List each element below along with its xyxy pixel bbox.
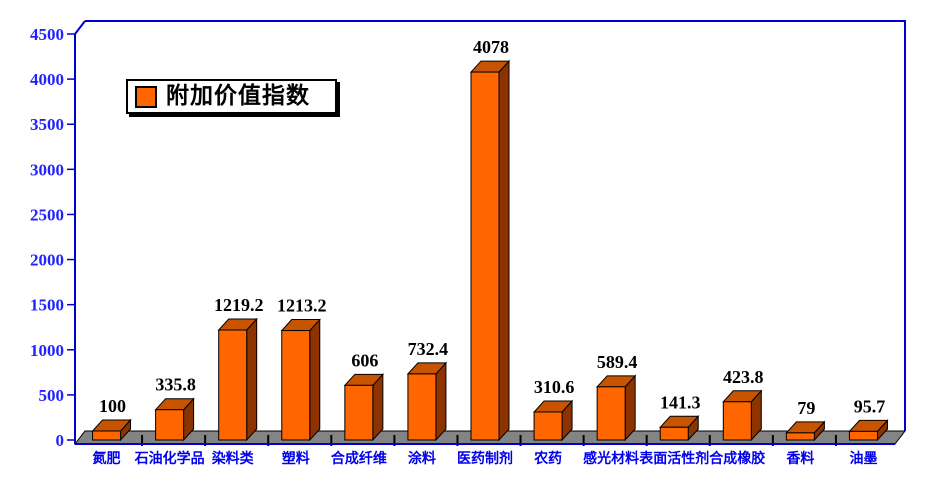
- bar-front: [218, 329, 248, 441]
- category-label: 表面活性剂: [638, 450, 709, 467]
- bar-front: [533, 411, 563, 441]
- value-label: 1213.2: [277, 296, 327, 316]
- value-label: 1219.2: [214, 295, 264, 315]
- value-label: 589.4: [597, 352, 638, 372]
- bar-side: [435, 361, 447, 442]
- category-label: 合成纤维: [331, 450, 387, 467]
- bar-front: [785, 432, 815, 441]
- bar-front: [281, 330, 311, 441]
- value-label: 4078: [473, 37, 509, 57]
- y-tick-label: 4500: [30, 25, 64, 44]
- y-tick-label: 1500: [30, 296, 64, 315]
- bar-front: [407, 373, 437, 441]
- y-tick-label: 2500: [30, 205, 64, 224]
- category-label: 氮肥: [92, 450, 121, 467]
- category-label: 感光材料: [583, 450, 639, 467]
- bar-side: [498, 59, 510, 442]
- category-label: 涂料: [408, 450, 436, 467]
- bar-front: [596, 386, 626, 441]
- y-tick-label: 4000: [30, 70, 64, 89]
- bar-front: [344, 384, 374, 441]
- legend-label: 附加价值指数: [166, 83, 310, 109]
- category-label: 油墨: [849, 450, 877, 467]
- category-label: 香料: [785, 450, 814, 467]
- y-tick-label: 500: [39, 386, 65, 405]
- bar-side: [246, 317, 258, 442]
- legend-swatch: [135, 85, 157, 108]
- value-label: 95.7: [854, 396, 886, 416]
- category-label: 石油化学品: [134, 450, 205, 467]
- y-tick-label: 1000: [30, 341, 64, 360]
- value-label: 310.6: [534, 377, 575, 397]
- value-label: 606: [351, 350, 378, 370]
- legend: 附加价值指数: [126, 79, 337, 114]
- value-label: 335.8: [155, 375, 196, 395]
- y-tick-label: 3000: [30, 160, 64, 179]
- category-label: 塑料: [282, 450, 310, 467]
- bar-front: [92, 430, 122, 441]
- value-label: 79: [797, 398, 815, 418]
- bar-side: [309, 318, 321, 442]
- bar-front: [659, 426, 689, 441]
- wall-diagonal: [74, 20, 86, 35]
- bar-front: [848, 430, 878, 441]
- bar-front: [470, 71, 500, 441]
- y-tick-label: 3500: [30, 115, 64, 134]
- bar-front: [722, 401, 752, 441]
- bar-front: [155, 409, 185, 441]
- category-label: 染料类: [212, 450, 255, 467]
- value-label: 100: [99, 396, 126, 416]
- category-label: 合成橡胶: [709, 450, 765, 467]
- y-tick-label: 0: [56, 431, 65, 450]
- category-label: 农药: [533, 450, 562, 467]
- y-tick-label: 2000: [30, 251, 64, 270]
- back-wall-border: [85, 20, 906, 431]
- value-label: 141.3: [660, 392, 701, 412]
- value-label: 732.4: [408, 339, 449, 359]
- value-label: 423.8: [723, 367, 764, 387]
- category-label: 医药制剂: [457, 450, 513, 467]
